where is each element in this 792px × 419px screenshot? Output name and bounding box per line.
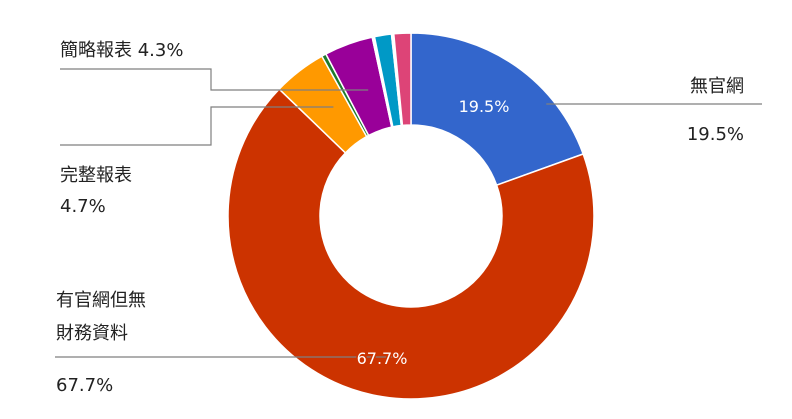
slice-label-2: 完整報表	[60, 165, 132, 186]
leader-line-4	[60, 68, 369, 91]
donut-slice-0	[410, 32, 585, 187]
slice-label-4: 簡略報表 4.3%	[60, 40, 183, 61]
leader-line-2	[60, 106, 334, 146]
slice-inner-label-0: 19.5%	[459, 97, 510, 116]
donut-slice-1	[227, 87, 595, 400]
slice-label-0: 無官網	[690, 76, 744, 97]
slice-inner-label-1: 67.7%	[357, 349, 408, 368]
slice-label-1: 有官網但無	[56, 290, 146, 311]
slice-label-1-cont: 財務資料	[56, 323, 128, 344]
donut-slices	[227, 32, 595, 400]
slice-pct-0: 19.5%	[687, 124, 744, 145]
donut-slice-8	[392, 32, 412, 127]
leader-lines	[55, 68, 762, 358]
slice-pct-1: 67.7%	[56, 375, 113, 396]
slice-pct-2: 4.7%	[60, 196, 106, 217]
